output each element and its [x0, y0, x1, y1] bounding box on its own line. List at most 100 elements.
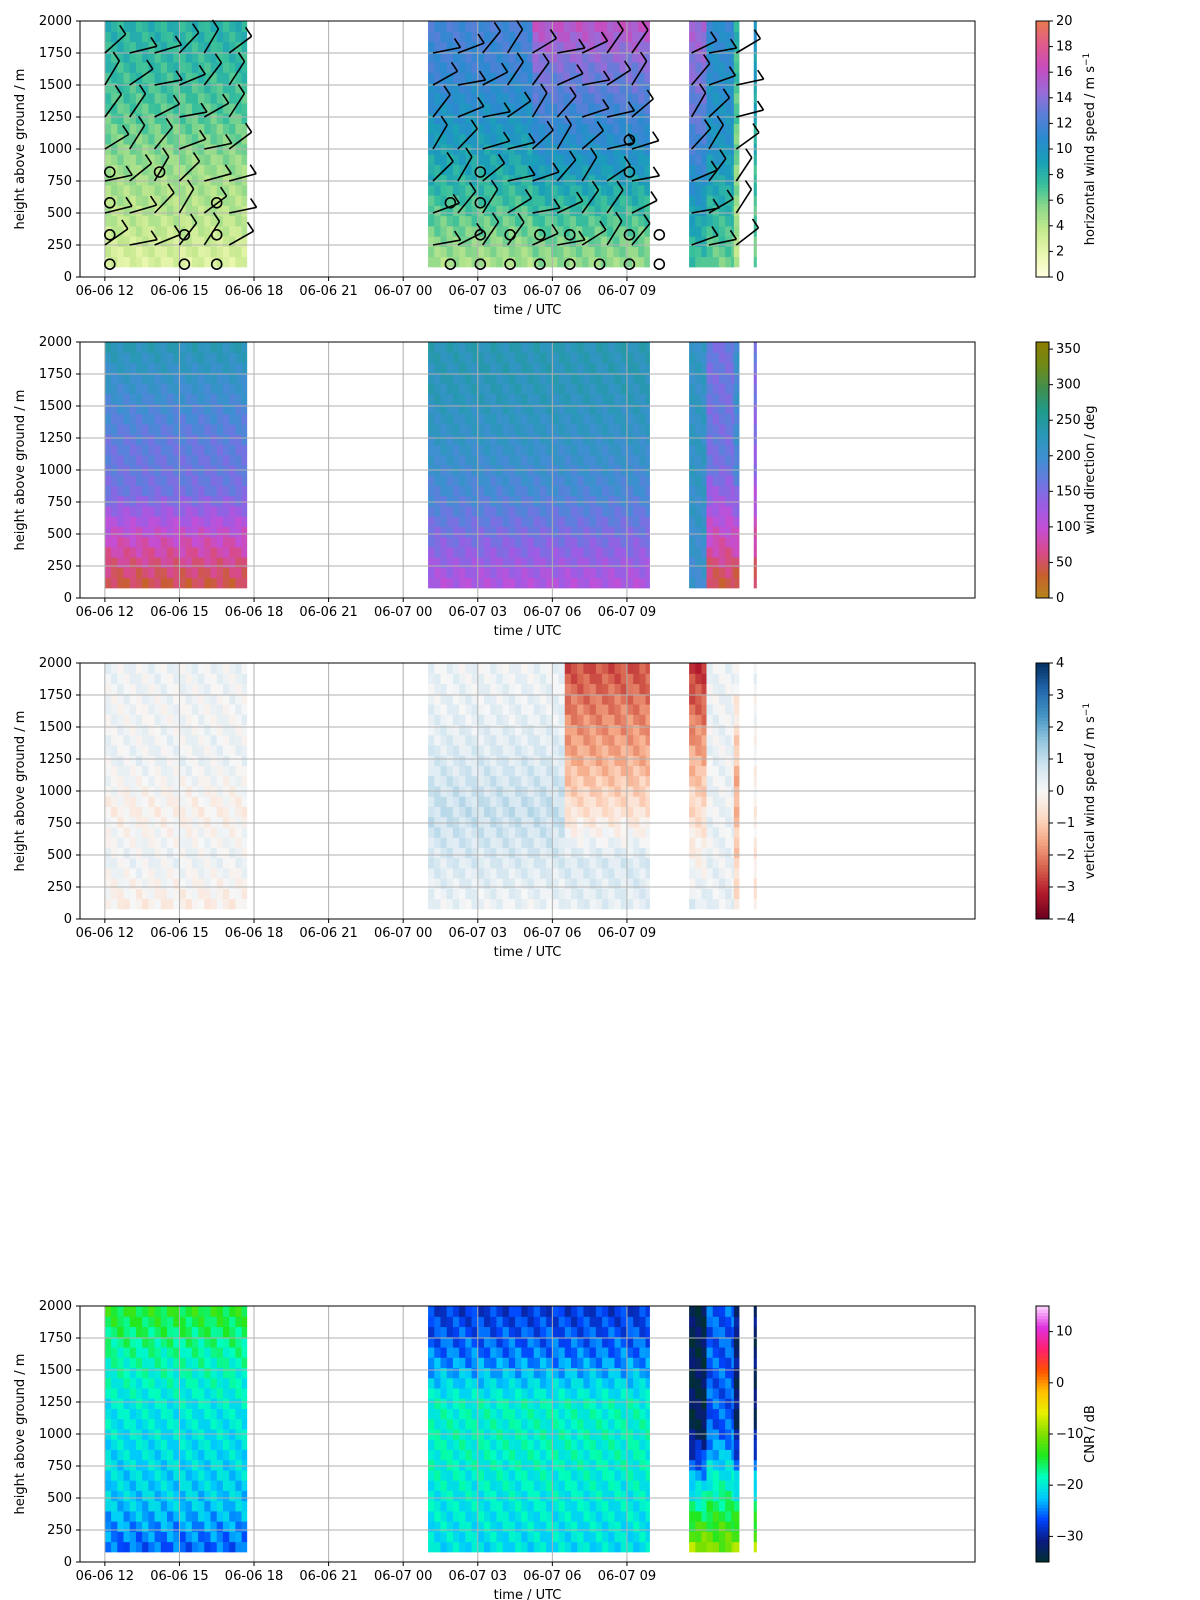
heatmap-cell — [733, 403, 740, 415]
heatmap-cell — [160, 113, 168, 124]
heatmap-cell — [477, 372, 485, 384]
heatmap-cell — [135, 816, 143, 828]
heatmap-cell — [508, 195, 516, 206]
heatmap-cell — [210, 755, 218, 766]
heatmap-cell — [527, 393, 535, 405]
heatmap-cell — [533, 878, 541, 889]
heatmap-cell — [471, 837, 479, 848]
heatmap-cell — [148, 393, 156, 405]
heatmap-cell — [532, 236, 540, 247]
barb-flag — [728, 66, 737, 77]
heatmap-cell — [241, 546, 248, 558]
heatmap-cell — [129, 567, 137, 579]
heatmap-cell — [718, 454, 726, 466]
heatmap-cell — [695, 61, 703, 73]
heatmap-cell — [571, 546, 578, 558]
heatmap-cell — [490, 577, 498, 589]
heatmap-cell — [582, 164, 590, 176]
heatmap-cell — [198, 495, 205, 507]
heatmap-cell — [725, 205, 732, 217]
heatmap-cell — [515, 154, 522, 165]
heatmap-cell — [725, 61, 732, 73]
heatmap-cell — [459, 683, 466, 695]
heatmap-cell — [459, 826, 466, 838]
heatmap-cell — [142, 485, 149, 497]
heatmap-cell — [712, 256, 720, 268]
heatmap-cell — [440, 683, 448, 695]
heatmap-cell — [600, 195, 608, 206]
heatmap-cell — [613, 51, 621, 63]
heatmap-cell — [557, 31, 565, 43]
heatmap-cell — [434, 495, 442, 507]
heatmap-cell — [222, 693, 230, 705]
heatmap-cell — [459, 434, 466, 445]
heatmap-cell — [546, 775, 553, 787]
heatmap-cell — [538, 256, 546, 268]
heatmap-cell — [718, 205, 726, 217]
heatmap-cell — [210, 164, 218, 176]
heatmap-cell — [204, 495, 212, 507]
heatmap-cell — [538, 184, 546, 196]
colorbar-cell — [1036, 588, 1049, 593]
heatmap-cell — [428, 847, 435, 859]
heatmap-cell — [167, 683, 174, 695]
heatmap-cell — [142, 174, 149, 186]
heatmap-cell — [701, 31, 708, 43]
heatmap-cell — [210, 413, 218, 425]
heatmap-cell — [135, 663, 143, 674]
heatmap-cell — [235, 857, 243, 869]
heatmap-cell — [552, 775, 560, 787]
heatmap-cell — [117, 505, 125, 517]
heatmap-cell — [160, 31, 168, 43]
heatmap-cell — [558, 577, 566, 589]
heatmap-cell — [753, 393, 757, 405]
heatmap-cell — [465, 806, 473, 818]
barb — [556, 124, 572, 150]
heatmap-cell — [185, 796, 193, 807]
colorbar-cell — [1036, 422, 1049, 426]
heatmap-cell — [546, 755, 553, 766]
heatmap-cell — [142, 826, 149, 838]
heatmap-cell — [446, 164, 454, 176]
heatmap-cell — [135, 693, 143, 705]
heatmap-cell — [123, 454, 131, 466]
heatmap-cell — [502, 102, 510, 114]
heatmap-cell — [558, 888, 566, 900]
heatmap-cell — [434, 154, 442, 165]
heatmap-cell — [216, 546, 224, 558]
heatmap-cell — [558, 693, 566, 705]
heatmap-cell — [452, 577, 460, 589]
heatmap-cell — [706, 557, 714, 568]
heatmap-cell — [626, 495, 634, 507]
heatmap-cell — [191, 256, 199, 268]
heatmap-cell — [204, 485, 212, 497]
heatmap-cell — [515, 567, 522, 579]
heatmap-cell — [428, 888, 435, 900]
heatmap-cell — [104, 256, 112, 268]
heatmap-cell — [725, 82, 732, 94]
heatmap-cell — [552, 663, 560, 674]
heatmap-cell — [631, 215, 639, 227]
heatmap-cell — [689, 505, 696, 517]
heatmap-cell — [733, 184, 740, 196]
heatmap-cell — [104, 393, 112, 405]
heatmap-cell — [546, 683, 553, 695]
heatmap-cell — [235, 92, 243, 104]
barb — [606, 110, 635, 118]
heatmap-cell — [167, 673, 174, 685]
heatmap-cell — [471, 31, 479, 43]
heatmap-cell — [204, 164, 212, 176]
heatmap-cell — [160, 154, 168, 165]
heatmap-cell — [695, 31, 703, 43]
heatmap-cell — [508, 92, 516, 104]
heatmap-cell — [521, 857, 529, 869]
heatmap-cell — [434, 256, 442, 268]
heatmap-cell — [191, 475, 199, 486]
heatmap-cell — [527, 256, 534, 268]
barb-flag — [175, 70, 183, 81]
heatmap-cell — [452, 683, 460, 695]
heatmap-cell — [564, 567, 572, 579]
heatmap-cell — [496, 495, 504, 507]
heatmap-cell — [452, 526, 460, 538]
heatmap-cell — [210, 847, 218, 859]
